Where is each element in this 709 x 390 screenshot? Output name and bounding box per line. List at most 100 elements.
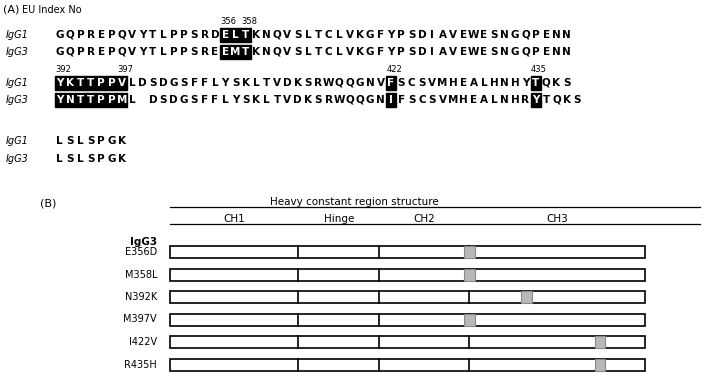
- Text: I422V: I422V: [129, 337, 157, 347]
- Text: S: S: [408, 95, 415, 105]
- Text: S: S: [149, 78, 157, 88]
- Text: P: P: [97, 95, 105, 105]
- Bar: [86, 93, 96, 106]
- Text: P: P: [169, 47, 177, 57]
- Text: Q: Q: [66, 30, 74, 40]
- Text: Q: Q: [521, 47, 530, 57]
- Text: Q: Q: [355, 95, 364, 105]
- Text: N: N: [562, 47, 571, 57]
- Text: S: S: [574, 95, 581, 105]
- Text: Q: Q: [542, 78, 550, 88]
- Text: Q: Q: [345, 95, 354, 105]
- Text: S: S: [191, 47, 198, 57]
- Text: F: F: [377, 47, 384, 57]
- Text: E: E: [481, 47, 488, 57]
- Text: K: K: [563, 95, 571, 105]
- Text: E: E: [481, 30, 488, 40]
- Text: EU Index No: EU Index No: [22, 5, 82, 15]
- Bar: [530, 93, 541, 106]
- Text: E356D: E356D: [125, 247, 157, 257]
- Text: S: S: [563, 78, 571, 88]
- Text: T: T: [242, 47, 250, 57]
- Text: S: S: [87, 154, 94, 164]
- Text: K: K: [294, 78, 302, 88]
- Text: K: K: [252, 30, 260, 40]
- Text: H: H: [459, 95, 468, 105]
- Text: Y: Y: [387, 47, 395, 57]
- Text: Y: Y: [139, 30, 146, 40]
- Text: CH3: CH3: [547, 214, 568, 224]
- Text: V: V: [284, 47, 291, 57]
- Text: D: D: [169, 95, 178, 105]
- Text: K: K: [66, 78, 74, 88]
- Text: G: G: [107, 154, 116, 164]
- Text: R: R: [86, 47, 95, 57]
- Text: V: V: [428, 78, 436, 88]
- Text: (A): (A): [3, 5, 19, 15]
- Text: T: T: [87, 78, 94, 88]
- Text: V: V: [128, 47, 136, 57]
- Text: Q: Q: [66, 47, 74, 57]
- Text: G: G: [55, 47, 64, 57]
- Text: S: S: [294, 30, 301, 40]
- Text: Y: Y: [139, 47, 146, 57]
- Text: I: I: [389, 95, 393, 105]
- Bar: [65, 76, 75, 90]
- Text: R: R: [314, 78, 323, 88]
- Text: E: E: [459, 30, 467, 40]
- Text: M: M: [437, 78, 448, 88]
- Text: H: H: [510, 78, 520, 88]
- Bar: [595, 336, 605, 348]
- Bar: [521, 291, 532, 303]
- Text: I: I: [430, 30, 434, 40]
- Bar: [96, 93, 106, 106]
- Bar: [386, 76, 396, 90]
- Text: W: W: [468, 30, 479, 40]
- Bar: [55, 76, 65, 90]
- Text: V: V: [284, 30, 291, 40]
- Bar: [170, 358, 645, 370]
- Text: F: F: [191, 78, 198, 88]
- Text: T: T: [315, 47, 322, 57]
- Text: S: S: [408, 30, 415, 40]
- Text: L: L: [56, 136, 63, 146]
- Text: T: T: [87, 95, 94, 105]
- Text: P: P: [77, 30, 84, 40]
- Text: P: P: [532, 30, 540, 40]
- Text: N: N: [376, 95, 385, 105]
- Text: T: T: [149, 30, 157, 40]
- Text: K: K: [252, 47, 260, 57]
- Text: Q: Q: [335, 78, 343, 88]
- Text: K: K: [304, 95, 312, 105]
- Text: L: L: [336, 30, 342, 40]
- Bar: [116, 93, 127, 106]
- Bar: [530, 76, 541, 90]
- Text: Q: Q: [273, 47, 281, 57]
- Text: S: S: [232, 78, 240, 88]
- Bar: [241, 45, 251, 58]
- Text: Q: Q: [118, 30, 126, 40]
- Text: M358L: M358L: [125, 269, 157, 280]
- Bar: [170, 291, 645, 303]
- Bar: [386, 93, 396, 106]
- Text: E: E: [98, 47, 105, 57]
- Text: K: K: [252, 95, 260, 105]
- Text: 435: 435: [531, 65, 547, 74]
- Text: Y: Y: [56, 95, 63, 105]
- Text: P: P: [398, 47, 405, 57]
- Text: H: H: [490, 78, 498, 88]
- Text: E: E: [459, 78, 467, 88]
- Text: L: L: [211, 78, 218, 88]
- Text: N: N: [66, 95, 74, 105]
- Text: G: G: [510, 30, 519, 40]
- Text: V: V: [449, 30, 457, 40]
- Text: 422: 422: [386, 65, 402, 74]
- Bar: [220, 28, 230, 42]
- Text: Q: Q: [552, 95, 561, 105]
- Text: V: V: [345, 47, 354, 57]
- Text: L: L: [129, 78, 135, 88]
- Text: L: L: [305, 47, 311, 57]
- Text: K: K: [118, 136, 125, 146]
- Text: S: S: [66, 136, 74, 146]
- Text: T: T: [77, 78, 84, 88]
